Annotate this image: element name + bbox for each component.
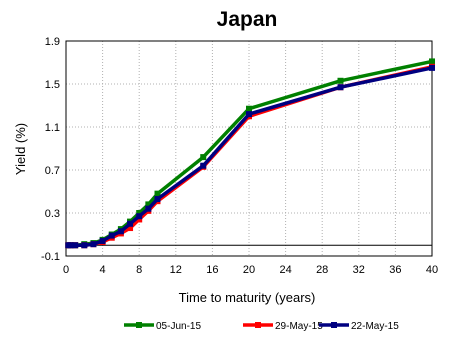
x-tick-label: 36 xyxy=(389,264,401,276)
data-point xyxy=(154,196,161,203)
plot-area xyxy=(65,40,433,257)
x-tick-label: 24 xyxy=(279,264,291,276)
x-tick-label: 8 xyxy=(136,264,142,276)
x-axis-label: Time to maturity (years) xyxy=(179,290,316,305)
legend-swatch-marker xyxy=(331,322,337,328)
data-point xyxy=(246,105,252,112)
series-29-May-15 xyxy=(65,63,435,249)
legend: 05-Jun-15 29-May-15 22-May-15 xyxy=(124,321,399,332)
data-point xyxy=(246,111,252,118)
data-point xyxy=(127,220,134,227)
x-tick-label: 0 xyxy=(63,264,69,276)
data-point xyxy=(81,242,88,249)
data-point xyxy=(99,237,106,244)
y-tick-label: 1.1 xyxy=(45,122,60,134)
y-axis: -0.1 0.3 0.7 1.1 1.5 1.9 xyxy=(41,36,60,263)
data-point xyxy=(136,210,143,216)
series-05-Jun-15 xyxy=(65,58,435,249)
x-tick-label: 40 xyxy=(426,264,438,276)
legend-item: 22-May-15 xyxy=(319,321,399,332)
data-point xyxy=(337,77,344,84)
data-point xyxy=(154,190,161,197)
data-point xyxy=(145,205,152,212)
x-tick-label: 32 xyxy=(353,264,365,276)
y-tick-label: 0.7 xyxy=(45,165,60,177)
data-point xyxy=(72,242,79,249)
x-tick-label: 4 xyxy=(100,264,106,276)
y-tick-label: 0.3 xyxy=(45,208,60,220)
x-tick-label: 12 xyxy=(170,264,182,276)
y-axis-label: Yield (%) xyxy=(13,123,28,175)
series-group xyxy=(65,58,435,249)
series-line xyxy=(68,66,433,248)
data-point xyxy=(117,228,124,235)
data-point xyxy=(200,162,207,169)
legend-label: 05-Jun-15 xyxy=(156,321,201,332)
data-point xyxy=(108,232,115,239)
y-tick-label: -0.1 xyxy=(41,251,60,263)
data-point xyxy=(90,241,97,248)
x-axis: 0 4 8 12 16 20 24 28 32 36 40 xyxy=(63,264,438,276)
data-point xyxy=(429,58,435,65)
data-point xyxy=(337,84,344,91)
x-tick-label: 16 xyxy=(206,264,218,276)
y-tick-label: 1.9 xyxy=(45,36,60,48)
series-22-May-15 xyxy=(65,64,435,249)
chart-title: Japan xyxy=(217,8,278,31)
legend-label: 29-May-15 xyxy=(275,321,323,332)
data-point xyxy=(127,225,134,232)
data-point xyxy=(67,242,74,249)
legend-item: 05-Jun-15 xyxy=(124,321,201,332)
legend-swatch-marker xyxy=(136,322,142,328)
legend-swatch-marker xyxy=(255,322,261,328)
series-line xyxy=(68,65,433,248)
x-tick-label: 28 xyxy=(316,264,328,276)
data-point xyxy=(429,64,435,71)
legend-item: 29-May-15 xyxy=(243,321,323,332)
data-point xyxy=(200,154,207,161)
x-tick-label: 20 xyxy=(243,264,255,276)
data-point xyxy=(145,201,152,208)
data-point xyxy=(136,216,143,223)
y-tick-label: 1.5 xyxy=(45,79,60,91)
legend-label: 22-May-15 xyxy=(351,321,399,332)
series-line xyxy=(68,59,433,248)
data-point xyxy=(136,213,143,220)
